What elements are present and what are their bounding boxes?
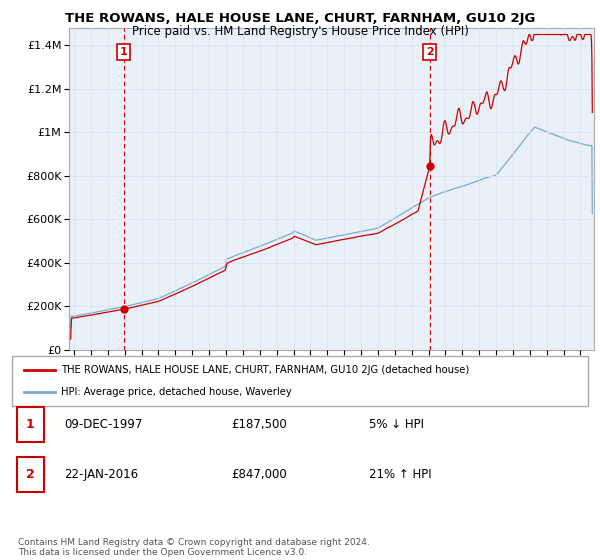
Text: £187,500: £187,500 bbox=[231, 418, 287, 431]
Text: 1: 1 bbox=[120, 47, 128, 57]
Text: 22-JAN-2016: 22-JAN-2016 bbox=[64, 468, 138, 481]
Text: 21% ↑ HPI: 21% ↑ HPI bbox=[369, 468, 432, 481]
FancyBboxPatch shape bbox=[12, 356, 588, 406]
FancyBboxPatch shape bbox=[17, 407, 44, 442]
Text: 09-DEC-1997: 09-DEC-1997 bbox=[64, 418, 142, 431]
Text: 5% ↓ HPI: 5% ↓ HPI bbox=[369, 418, 424, 431]
Text: THE ROWANS, HALE HOUSE LANE, CHURT, FARNHAM, GU10 2JG: THE ROWANS, HALE HOUSE LANE, CHURT, FARN… bbox=[65, 12, 535, 25]
Text: THE ROWANS, HALE HOUSE LANE, CHURT, FARNHAM, GU10 2JG (detached house): THE ROWANS, HALE HOUSE LANE, CHURT, FARN… bbox=[61, 365, 469, 375]
Text: HPI: Average price, detached house, Waverley: HPI: Average price, detached house, Wave… bbox=[61, 387, 292, 397]
Text: £847,000: £847,000 bbox=[231, 468, 287, 481]
Text: 2: 2 bbox=[26, 468, 35, 481]
Text: Price paid vs. HM Land Registry's House Price Index (HPI): Price paid vs. HM Land Registry's House … bbox=[131, 25, 469, 38]
Text: 1: 1 bbox=[26, 418, 35, 431]
Text: 2: 2 bbox=[426, 47, 433, 57]
Text: Contains HM Land Registry data © Crown copyright and database right 2024.
This d: Contains HM Land Registry data © Crown c… bbox=[18, 538, 370, 557]
FancyBboxPatch shape bbox=[17, 457, 44, 492]
